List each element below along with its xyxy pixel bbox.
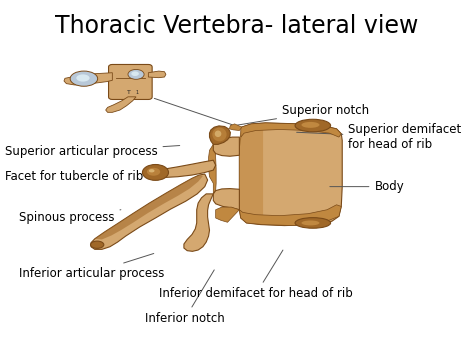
Text: Superior notch: Superior notch — [237, 104, 369, 125]
Text: Spinous process: Spinous process — [19, 210, 121, 224]
Ellipse shape — [295, 218, 331, 228]
Polygon shape — [148, 71, 166, 78]
Text: Inferior notch: Inferior notch — [145, 270, 225, 325]
Text: Inferior articular process: Inferior articular process — [19, 253, 164, 280]
Ellipse shape — [295, 119, 331, 132]
Ellipse shape — [70, 71, 98, 86]
Polygon shape — [239, 205, 341, 225]
Ellipse shape — [131, 71, 139, 76]
Text: 1: 1 — [136, 90, 138, 95]
Text: Body: Body — [330, 180, 404, 193]
Polygon shape — [210, 126, 230, 144]
Polygon shape — [91, 174, 208, 249]
Ellipse shape — [215, 131, 221, 137]
Text: Facet for tubercle of rib: Facet for tubercle of rib — [5, 170, 158, 183]
Ellipse shape — [142, 164, 169, 180]
FancyBboxPatch shape — [109, 65, 152, 99]
Polygon shape — [229, 124, 242, 131]
Text: T: T — [127, 90, 130, 95]
Ellipse shape — [91, 241, 104, 248]
Text: Inferior demifacet for head of rib: Inferior demifacet for head of rib — [159, 250, 353, 300]
Polygon shape — [149, 160, 216, 178]
Polygon shape — [216, 207, 239, 222]
Ellipse shape — [149, 169, 155, 173]
Ellipse shape — [212, 127, 227, 141]
Text: Superior articular process: Superior articular process — [5, 146, 180, 158]
Ellipse shape — [147, 168, 160, 176]
Polygon shape — [95, 175, 203, 239]
Polygon shape — [184, 194, 213, 251]
Polygon shape — [213, 189, 239, 210]
Polygon shape — [213, 137, 239, 156]
Text: Superior demifacet
for head of rib: Superior demifacet for head of rib — [297, 123, 462, 151]
Ellipse shape — [301, 220, 319, 225]
Ellipse shape — [76, 75, 90, 82]
Ellipse shape — [301, 122, 319, 128]
Polygon shape — [64, 73, 112, 85]
Polygon shape — [241, 123, 341, 137]
Polygon shape — [239, 124, 263, 224]
Text: Thoracic Vertebra- lateral view: Thoracic Vertebra- lateral view — [55, 14, 419, 38]
Polygon shape — [239, 123, 342, 225]
Polygon shape — [209, 144, 216, 194]
Ellipse shape — [128, 70, 144, 79]
Polygon shape — [106, 97, 136, 112]
